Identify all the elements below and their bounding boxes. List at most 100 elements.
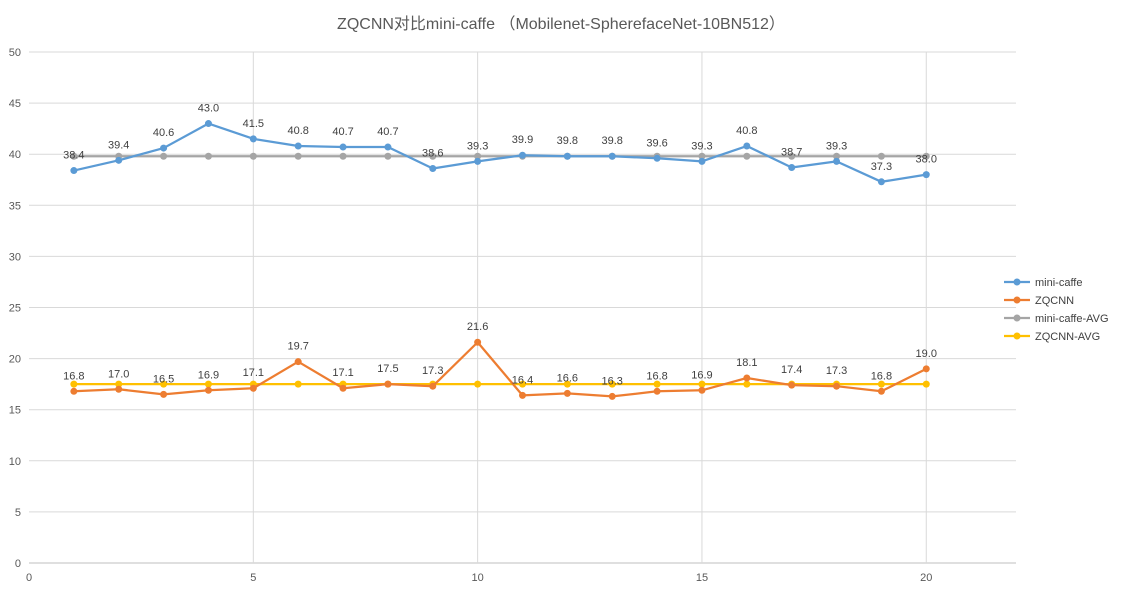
- data-label-zqcnn: 16.8: [871, 370, 892, 382]
- data-point-zqcnn: [788, 381, 796, 389]
- y-tick-label: 30: [9, 251, 21, 263]
- data-label-zqcnn: 19.0: [916, 348, 937, 360]
- data-point-zqcnn: [877, 387, 885, 395]
- data-label-zqcnn: 17.0: [108, 368, 129, 380]
- data-label-mini-caffe: 43.0: [198, 103, 219, 115]
- data-point-zqcnn-avg: [204, 380, 212, 388]
- data-point-zqcnn-avg: [743, 380, 751, 388]
- data-point-zqcnn: [429, 382, 437, 390]
- data-point-mini-caffe: [563, 152, 571, 160]
- data-label-mini-caffe: 40.7: [332, 126, 353, 138]
- data-point-mini-caffe: [788, 163, 796, 171]
- data-point-zqcnn: [160, 390, 168, 398]
- data-point-mini-caffe-avg: [384, 152, 392, 160]
- data-label-mini-caffe: 41.5: [243, 118, 264, 130]
- data-point-zqcnn: [608, 392, 616, 400]
- data-point-zqcnn-avg: [519, 380, 526, 388]
- y-tick-label: 5: [15, 507, 21, 519]
- data-label-zqcnn: 17.4: [781, 364, 802, 376]
- y-tick-label: 35: [9, 200, 21, 212]
- data-label-zqcnn: 19.7: [287, 341, 308, 353]
- data-label-zqcnn: 16.6: [557, 372, 578, 384]
- data-point-mini-caffe-avg: [922, 152, 930, 160]
- legend-item-zqcnn: ZQCNN: [1004, 295, 1074, 307]
- y-tick-label: 20: [9, 354, 21, 366]
- data-label-mini-caffe: 39.9: [512, 134, 533, 146]
- data-label-mini-caffe: 39.3: [467, 140, 488, 152]
- data-label-mini-caffe: 39.4: [108, 139, 129, 151]
- data-label-zqcnn: 16.5: [153, 373, 174, 385]
- series-line-zqcnn: [73, 341, 927, 398]
- data-point-mini-caffe: [653, 154, 661, 162]
- data-point-mini-caffe-avg: [339, 152, 347, 160]
- data-label-zqcnn: 16.9: [691, 369, 712, 381]
- data-point-zqcnn-avg: [474, 380, 482, 388]
- data-point-mini-caffe-avg: [877, 152, 885, 160]
- x-tick-label: 15: [696, 572, 708, 584]
- data-point-zqcnn: [339, 384, 347, 392]
- data-point-mini-caffe: [115, 156, 123, 164]
- legend-swatch-marker: [1013, 296, 1021, 304]
- data-point-zqcnn: [249, 384, 257, 392]
- data-point-mini-caffe: [743, 142, 751, 150]
- data-point-mini-caffe: [474, 157, 482, 165]
- data-point-mini-caffe-avg: [743, 152, 751, 160]
- y-tick-label: 0: [15, 558, 21, 570]
- data-label-mini-caffe: 40.7: [377, 126, 398, 138]
- legend: mini-caffe ZQCNN mini-caffe-AVG ZQCNN-AVG: [1004, 277, 1109, 343]
- data-label-zqcnn: 17.1: [243, 367, 264, 379]
- data-point-mini-caffe-avg: [249, 152, 257, 160]
- data-point-mini-caffe: [698, 157, 706, 165]
- data-point-mini-caffe: [70, 167, 78, 175]
- y-tick-label: 45: [9, 98, 21, 110]
- series-line-mini-caffe: [73, 122, 927, 183]
- y-tick-label: 40: [9, 149, 21, 161]
- data-point-zqcnn-avg: [922, 380, 930, 388]
- data-point-mini-caffe-avg: [474, 152, 482, 160]
- data-label-mini-caffe: 39.3: [691, 140, 712, 152]
- data-point-zqcnn: [698, 386, 706, 394]
- data-point-mini-caffe-avg: [429, 152, 437, 160]
- data-point-mini-caffe-avg: [698, 152, 706, 160]
- data-point-mini-caffe: [204, 120, 212, 128]
- data-point-zqcnn: [519, 391, 526, 399]
- data-point-mini-caffe: [608, 152, 616, 160]
- data-point-mini-caffe: [429, 165, 437, 173]
- data-point-mini-caffe-avg: [788, 152, 796, 160]
- y-tick-label: 25: [9, 303, 21, 315]
- data-point-zqcnn-avg: [608, 380, 616, 388]
- data-point-zqcnn-avg: [294, 380, 302, 388]
- data-point-mini-caffe: [294, 142, 302, 150]
- legend-swatch-marker: [1013, 332, 1021, 340]
- x-tick-label: 0: [26, 572, 32, 584]
- data-label-mini-caffe: 39.8: [602, 135, 623, 147]
- data-label-mini-caffe: 39.8: [557, 135, 578, 147]
- x-tick-label: 20: [920, 572, 932, 584]
- data-label-zqcnn: 17.3: [826, 365, 847, 377]
- data-point-zqcnn: [204, 386, 212, 394]
- data-point-mini-caffe: [339, 143, 347, 151]
- legend-label: mini-caffe: [1035, 277, 1082, 289]
- legend-label: ZQCNN-AVG: [1035, 331, 1100, 343]
- legend-item-zqcnn-avg: ZQCNN-AVG: [1004, 331, 1100, 343]
- data-label-zqcnn: 17.5: [377, 363, 398, 375]
- data-label-zqcnn: 16.8: [646, 370, 667, 382]
- data-point-zqcnn-avg: [877, 380, 885, 388]
- data-point-zqcnn-avg: [653, 380, 661, 388]
- y-tick-label: 10: [9, 456, 21, 468]
- data-point-mini-caffe: [249, 135, 257, 143]
- data-point-zqcnn-avg: [160, 380, 168, 388]
- data-label-zqcnn: 16.3: [602, 375, 623, 387]
- data-label-zqcnn: 16.9: [198, 369, 219, 381]
- legend-label: ZQCNN: [1035, 295, 1074, 307]
- data-point-mini-caffe: [877, 178, 885, 186]
- x-tick-label: 5: [250, 572, 256, 584]
- data-point-zqcnn-avg: [698, 380, 706, 388]
- data-label-mini-caffe: 38.0: [916, 154, 937, 166]
- data-label-zqcnn: 17.1: [332, 367, 353, 379]
- data-point-mini-caffe: [160, 144, 168, 152]
- data-point-mini-caffe-avg: [160, 152, 168, 160]
- data-labels: 38.4 39.4 40.6 43.0 41.5 40.8 40.7 40.7 38.6 39.3…: [63, 103, 937, 388]
- data-point-zqcnn: [653, 387, 661, 395]
